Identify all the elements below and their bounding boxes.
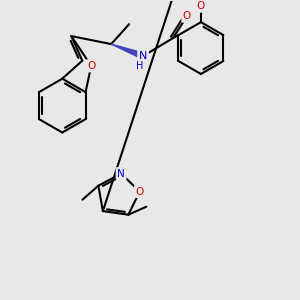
Text: O: O	[87, 61, 95, 71]
Text: O: O	[197, 1, 205, 11]
Text: N: N	[117, 169, 125, 178]
Polygon shape	[111, 44, 144, 59]
Text: O: O	[136, 187, 144, 196]
Text: O: O	[183, 11, 191, 21]
Text: N: N	[139, 51, 147, 61]
Text: H: H	[136, 61, 144, 71]
